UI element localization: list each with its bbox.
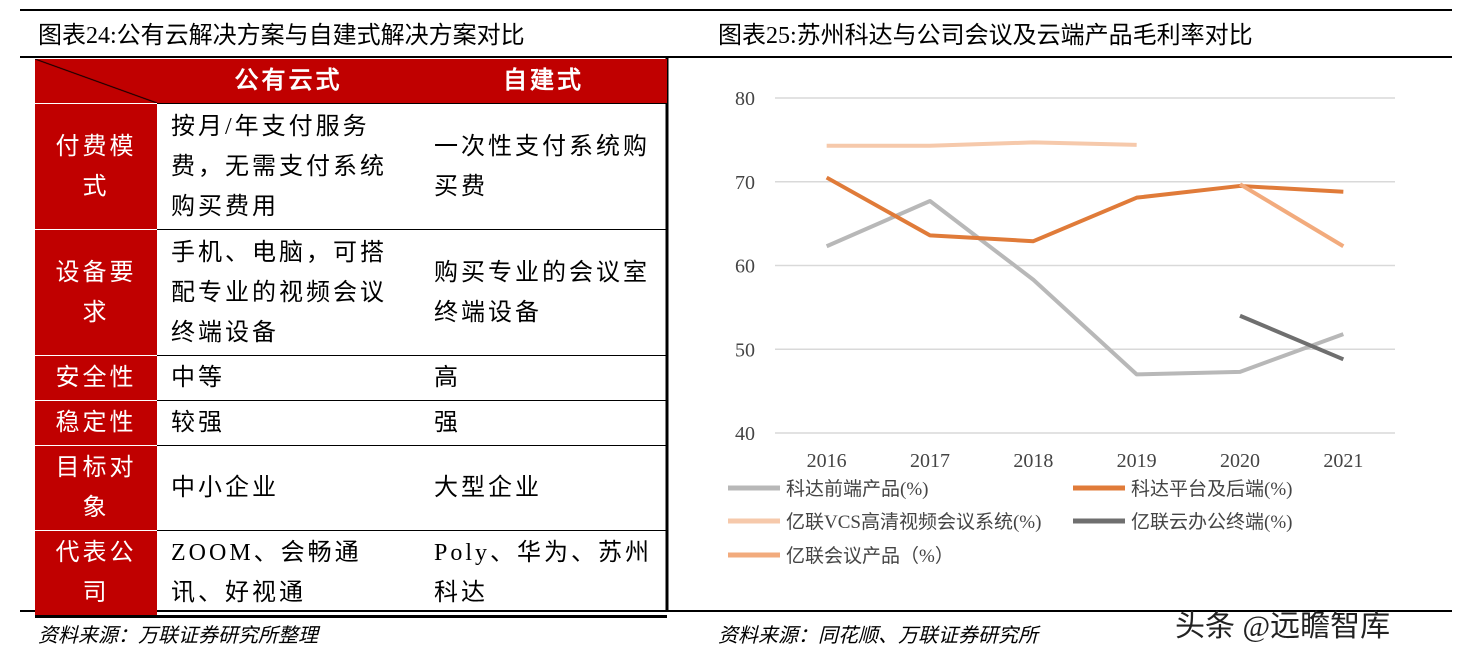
table-row: 设备要求 手机、电脑，可搭配专业的视频会议终端设备 购买专业的会议室终端设备 — [35, 229, 667, 356]
legend-label: 科达前端产品(%) — [786, 478, 928, 500]
x-tick-label: 2021 — [1323, 450, 1363, 472]
cell: 中等 — [157, 355, 420, 401]
table-row: 稳定性 较强强 — [35, 400, 667, 446]
y-tick-label: 50 — [735, 339, 755, 361]
series-line — [1239, 313, 1345, 362]
table-row: 代表公司 ZOOM、会畅通讯、好视通 Poly、华为、苏州科达 — [35, 530, 667, 618]
y-tick-label: 80 — [735, 88, 755, 110]
series-line — [825, 175, 1344, 244]
y-tick-label: 70 — [735, 172, 755, 194]
table-row: 付费模式 按月/年支付服务费，无需支付系统购买费用 一次性支付系统购买费 — [35, 103, 667, 230]
x-tick-label: 2016 — [807, 450, 847, 472]
y-tick-label: 40 — [735, 423, 755, 445]
header-cell: 公有云式 — [157, 59, 420, 104]
series-line — [826, 140, 1137, 148]
row-label: 代表公司 — [35, 530, 157, 618]
y-tick-label: 60 — [735, 256, 755, 278]
legend-label: 亿联VCS高清视频会议系统(%) — [786, 511, 1041, 533]
comparison-table: 公有云式 自建式 付费模式 按月/年支付服务费，无需支付系统购买费用 一次性支付系统购买… — [35, 59, 667, 618]
legend-label: 科达平台及后端(%) — [1131, 478, 1292, 500]
legend-label: 亿联云办公终端(%) — [1131, 511, 1292, 533]
legend-label: 亿联会议产品（%） — [786, 545, 954, 567]
left-title: 图表24:公有云解决方案与自建式解决方案对比 — [38, 22, 525, 49]
x-tick-label: 2017 — [910, 450, 950, 472]
cell: 手机、电脑，可搭配专业的视频会议终端设备 — [157, 229, 420, 356]
cell: 中小企业 — [157, 445, 420, 531]
source: 资料来源：同花顺、万联证券研究所 — [718, 625, 1041, 647]
source: 资料来源：万联证券研究所整理 — [38, 625, 321, 647]
cell: Poly、华为、苏州科达 — [420, 530, 667, 618]
table-row: 安全性 中等高 — [35, 355, 667, 401]
x-tick-label: 2019 — [1117, 450, 1157, 472]
row-label: 稳定性 — [35, 400, 157, 446]
row-label: 安全性 — [35, 355, 157, 401]
table-row: 目标对象 中小企业 大型企业 — [35, 445, 667, 531]
row-label: 付费模式 — [35, 103, 157, 230]
cell: 一次性支付系统购买费 — [420, 103, 667, 230]
cell: 购买专业的会议室终端设备 — [420, 229, 667, 356]
cell: 强 — [420, 400, 667, 446]
cell: 按月/年支付服务费，无需支付系统购买费用 — [157, 103, 420, 230]
chart-title: 图表25:苏州科达与公司会议及云端产品毛利率对比 — [718, 22, 1253, 49]
header-row: 公有云式 自建式 — [35, 59, 667, 104]
row-label: 目标对象 — [35, 445, 157, 531]
cell: 较强 — [157, 400, 420, 446]
series-line — [825, 199, 1345, 377]
cell: 高 — [420, 355, 667, 401]
header-cell: 自建式 — [420, 59, 667, 104]
watermark: 头条 @远瞻智库 — [1175, 610, 1390, 643]
x-tick-label: 2020 — [1220, 450, 1260, 472]
row-label: 设备要求 — [35, 229, 157, 356]
series-line — [1238, 182, 1345, 248]
cell: ZOOM、会畅通讯、好视通 — [157, 530, 420, 618]
x-tick-label: 2018 — [1013, 450, 1053, 472]
cell: 大型企业 — [420, 445, 667, 531]
corner-cell — [35, 59, 157, 104]
